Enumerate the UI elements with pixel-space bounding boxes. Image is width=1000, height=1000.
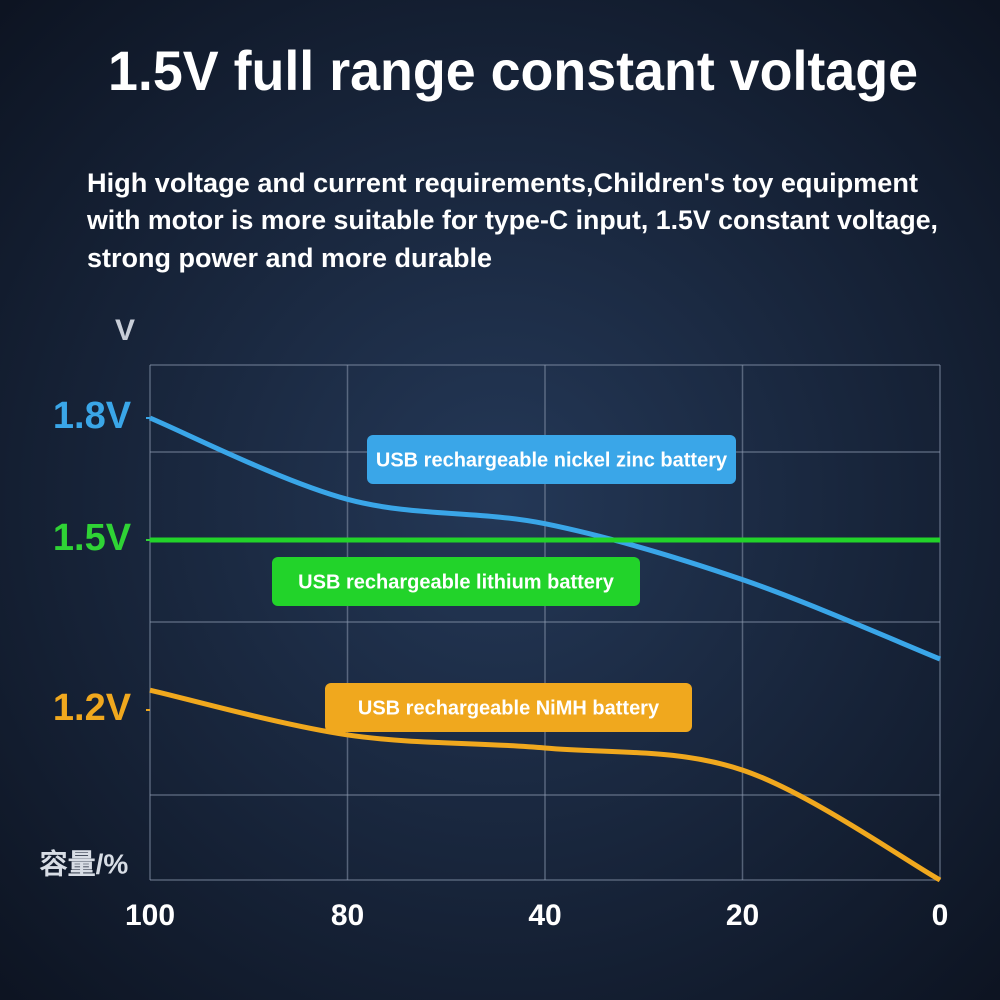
x-tick-label: 100 <box>125 899 175 932</box>
x-axis-label: 容量/% <box>40 847 129 879</box>
chart-title: 1.5V full range constant voltage <box>108 39 918 102</box>
subtitle-line: with motor is more suitable for type-C i… <box>86 205 938 235</box>
subtitle-line: strong power and more durable <box>87 243 492 273</box>
x-tick-label: 40 <box>528 899 561 932</box>
y-axis-label: V <box>115 314 135 347</box>
legend-label: USB rechargeable lithium battery <box>298 571 615 593</box>
series-line <box>149 415 941 662</box>
legend-box <box>272 557 640 606</box>
legend-label: USB rechargeable nickel zinc battery <box>376 449 728 471</box>
legend-box <box>367 435 736 484</box>
y-tick-label: 1.2V <box>53 687 132 729</box>
subtitle-line: High voltage and current requirements,Ch… <box>87 168 918 198</box>
y-tick-label: 1.5V <box>53 517 132 559</box>
y-tick-label: 1.8V <box>53 395 132 437</box>
x-tick-label: 20 <box>726 899 759 932</box>
legend-label: USB rechargeable NiMH battery <box>358 697 660 719</box>
x-tick-label: 0 <box>932 899 949 932</box>
legend-box <box>325 683 692 732</box>
series-line <box>149 687 942 883</box>
x-tick-label: 80 <box>331 899 364 932</box>
